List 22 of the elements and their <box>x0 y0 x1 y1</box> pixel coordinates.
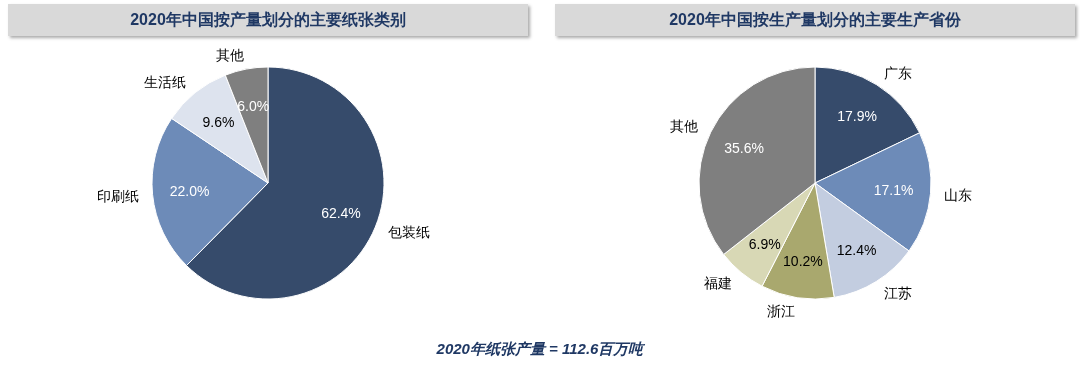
slice-label: 印刷纸 <box>96 188 139 205</box>
text: 2020年纸张产量 = 112.6百万吨 <box>436 340 644 357</box>
slice-label: 其他 <box>215 47 244 64</box>
data-label: 35.6% <box>724 140 764 157</box>
data-label: 10.2% <box>783 252 823 269</box>
data-label: 62.4% <box>321 204 361 221</box>
chart-title: 2020年中国按产量划分的主要纸张类别 <box>8 4 528 36</box>
slice-label: 其他 <box>670 118 699 135</box>
slice-label: 生活纸 <box>144 73 187 90</box>
slice-label: 江苏 <box>883 285 912 302</box>
slice-label: 福建 <box>704 275 733 292</box>
chart-title: 2020年中国按生产量划分的主要生产省份 <box>555 4 1075 36</box>
slice-label: 广东 <box>884 64 913 81</box>
data-label: 17.1% <box>873 182 914 199</box>
slice-label: 包装纸 <box>388 224 431 241</box>
data-label: 22.0% <box>169 182 210 199</box>
data-label: 6.9% <box>748 235 781 252</box>
slice-label: 浙江 <box>767 303 796 320</box>
data-label: 17.9% <box>837 108 877 125</box>
data-label: 12.4% <box>836 242 877 259</box>
data-label: 9.6% <box>202 113 235 130</box>
slice-label: 山东 <box>944 186 973 203</box>
